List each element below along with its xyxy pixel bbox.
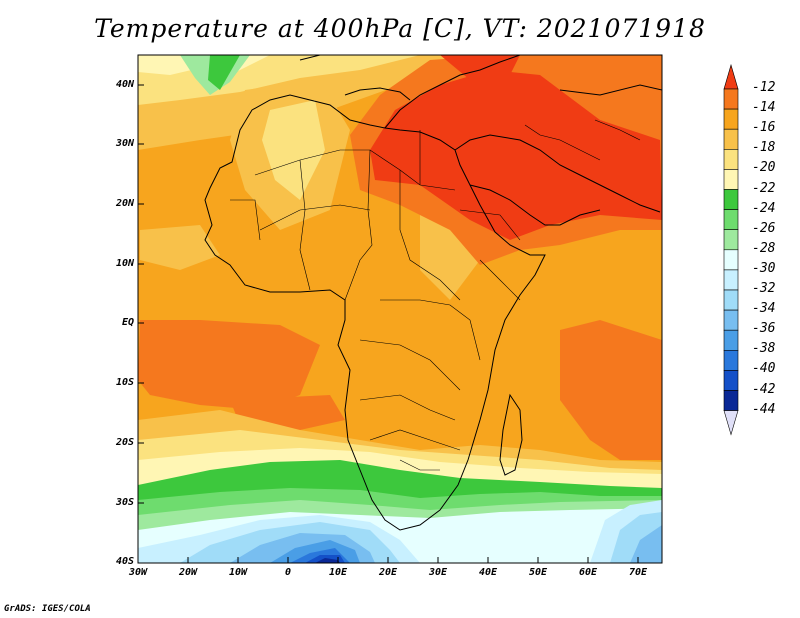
lat-label: 40S <box>115 556 134 567</box>
plot-frame <box>137 54 663 564</box>
lon-label: 10W <box>228 567 248 578</box>
lat-label: 20S <box>115 437 134 448</box>
colorbar-label: -30 <box>752 260 776 276</box>
colorbar-label: -18 <box>752 140 776 156</box>
lon-label: 60E <box>578 567 598 578</box>
colorbar-label: -40 <box>752 361 776 377</box>
colorbar-label: -34 <box>752 301 776 317</box>
colorbar-top-triangle <box>723 63 739 90</box>
colorbar <box>723 63 739 436</box>
colorbar-swatch <box>723 169 739 190</box>
colorbar-bottom-triangle <box>723 410 739 436</box>
lon-label: 0 <box>284 567 292 578</box>
lat-label: 10S <box>115 377 134 388</box>
colorbar-swatch <box>723 249 739 271</box>
colorbar-label: -26 <box>752 220 776 236</box>
colorbar-label: -28 <box>752 240 776 256</box>
lon-label: 40E <box>478 567 498 578</box>
country-borders <box>230 119 641 471</box>
colorbar-swatch <box>723 349 739 371</box>
lat-label: EQ <box>121 317 134 328</box>
colorbar-swatch <box>723 289 739 311</box>
colorbar-label: -36 <box>752 321 776 337</box>
colorbar-swatch <box>723 88 739 110</box>
lat-label: 40N <box>115 79 134 90</box>
map-title: Temperature at 400hPa [C], VT: 202107191… <box>94 14 706 43</box>
temperature-field <box>138 55 662 563</box>
lon-label: 70E <box>628 567 648 578</box>
axis-ticks <box>138 84 639 563</box>
lon-label: 20W <box>178 567 198 578</box>
lat-label: 10N <box>115 258 134 269</box>
colorbar-label: -42 <box>752 381 776 397</box>
colorbar-swatch <box>723 209 739 231</box>
colorbar-label: -24 <box>752 200 776 216</box>
colorbar-label: -12 <box>752 80 776 95</box>
colorbar-swatch <box>723 370 739 391</box>
colorbar-label: -16 <box>752 120 776 136</box>
colorbar-label: -20 <box>752 160 776 176</box>
coastlines <box>204 55 662 531</box>
lon-label: 30E <box>428 567 448 578</box>
colorbar-label: -32 <box>752 281 776 296</box>
colorbar-swatch <box>723 108 739 130</box>
lat-label: 30S <box>115 497 134 508</box>
colorbar-swatch <box>723 390 739 411</box>
lon-label: 10E <box>328 567 348 578</box>
colorbar-swatch <box>723 149 739 170</box>
colorbar-label: -44 <box>752 401 776 417</box>
colorbar-label: -38 <box>752 341 776 357</box>
colorbar-swatch <box>723 329 739 351</box>
colorbar-swatch <box>723 269 739 291</box>
lon-label: 30W <box>128 567 148 578</box>
colorbar-label: -14 <box>752 100 776 116</box>
footer-credit: GrADS: IGES/COLA <box>4 604 91 614</box>
colorbar-label: -22 <box>752 180 776 196</box>
lat-label: 20N <box>115 198 134 209</box>
colorbar-swatch <box>723 309 739 331</box>
lat-label: 30N <box>115 138 134 149</box>
colorbar-swatch <box>723 128 739 150</box>
colorbar-swatch <box>723 229 739 251</box>
lon-label: 50E <box>528 567 548 578</box>
colorbar-swatch <box>723 189 739 210</box>
lon-label: 20E <box>378 567 398 578</box>
